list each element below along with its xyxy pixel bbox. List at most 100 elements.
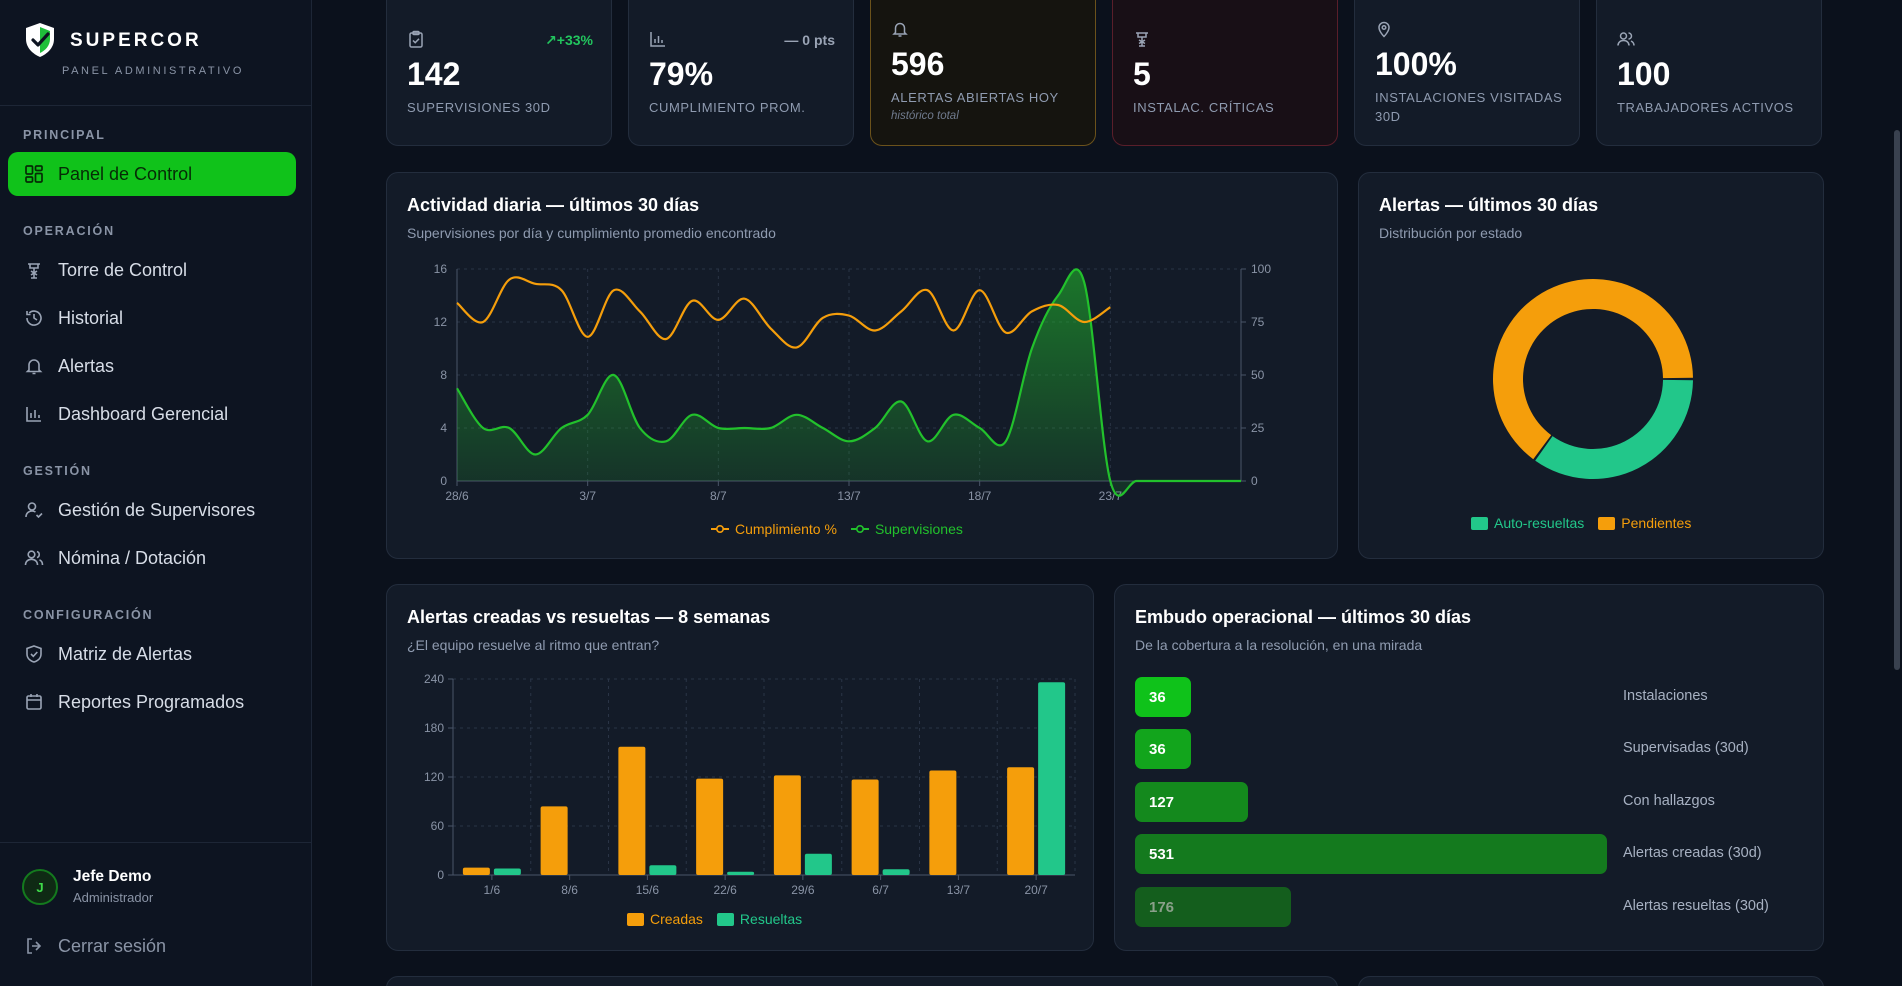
legend-swatch (716, 912, 734, 926)
next-panel-edge (386, 976, 1338, 986)
sidebar-item-alertas[interactable]: Alertas (8, 344, 296, 388)
series-line-supervisiones (456, 268, 1241, 497)
y-right-tick-label: 75 (1251, 315, 1265, 329)
legend-item-supervisiones[interactable]: Supervisiones (850, 521, 963, 537)
panel-subtitle: ¿El equipo resuelve al ritmo que entran? (407, 637, 660, 653)
x-tick-label: 6/7 (872, 883, 889, 897)
bar-creadas (929, 770, 957, 875)
y-left-tick-label: 8 (440, 368, 447, 382)
bar-creadas (773, 775, 801, 875)
kpi-label: SUPERVISIONES 30D (407, 100, 551, 115)
legend-swatch (1471, 516, 1488, 530)
bar-creadas (618, 746, 646, 875)
kpi-card-cumplimiento[interactable]: — 0 pts 79% CUMPLIMIENTO PROM. (628, 0, 854, 146)
user-check-icon (25, 502, 43, 519)
x-tick-label: 1/6 (484, 883, 501, 897)
y-left-tick-label: 4 (440, 421, 447, 435)
kpi-card-alertas-abiertas[interactable]: 596 ALERTAS ABIERTAS HOY histórico total (870, 0, 1096, 146)
y-right-tick-label: 100 (1251, 262, 1271, 276)
logout-button[interactable]: Cerrar sesión (8, 924, 296, 968)
section-principal: PRINCIPAL (23, 128, 106, 142)
y-tick-label: 60 (431, 819, 445, 833)
sidebar-item-label: Alertas (58, 355, 115, 376)
x-tick-label: 13/7 (837, 489, 861, 503)
y-right-tick-label: 50 (1251, 368, 1265, 382)
legend-label: Supervisiones (874, 521, 963, 537)
sidebar-item-panel-de-control[interactable]: Panel de Control (8, 152, 296, 196)
section-operacion: OPERACIÓN (23, 224, 115, 238)
funnel-bar-con-hallazgos[interactable]: 127 (1135, 782, 1248, 822)
legend-label: Pendientes (1621, 515, 1692, 531)
kpi-value: 5 (1133, 56, 1151, 92)
legend-item-cumplimiento[interactable]: Cumplimiento % (711, 521, 837, 537)
donut-slice-auto-resueltas (1535, 379, 1693, 479)
legend-label: Auto-resueltas (1494, 515, 1585, 531)
sidebar-item-historial[interactable]: Historial (8, 296, 296, 340)
panel-title: Actividad diaria — últimos 30 días (407, 195, 700, 215)
kpi-card-supervisiones[interactable]: ↗+33% 142 SUPERVISIONES 30D (386, 0, 612, 146)
users-icon (24, 550, 44, 566)
funnel-panel: Embudo operacional — últimos 30 días De … (1114, 584, 1824, 951)
legend-item-resueltas[interactable]: Resueltas (716, 911, 803, 927)
funnel-bar-supervisadas[interactable]: 36 (1135, 729, 1191, 769)
panel-subtitle: Supervisiones por día y cumplimiento pro… (407, 225, 776, 241)
sidebar-item-torre-de-control[interactable]: Torre de Control (8, 248, 296, 292)
history-icon (26, 310, 42, 326)
funnel-bar-alertas-creadas[interactable]: 531 (1135, 834, 1607, 874)
trend-up-icon: ↗ (545, 32, 557, 48)
donut-legend: Auto-resueltas Pendientes (1471, 515, 1691, 531)
kpi-card-instalaciones-criticas[interactable]: 5 INSTALAC. CRÍTICAS (1112, 0, 1338, 146)
legend-item-creadas[interactable]: Creadas (627, 911, 703, 927)
sidebar-item-dashboard-gerencial[interactable]: Dashboard Gerencial (8, 392, 296, 436)
legend-label: Cumplimiento % (735, 521, 837, 537)
x-tick-label: 8/7 (710, 489, 727, 503)
y-left-tick-label: 16 (434, 262, 448, 276)
sidebar-item-matriz-de-alertas[interactable]: Matriz de Alertas (8, 632, 296, 676)
x-tick-label: 22/6 (713, 883, 737, 897)
panel-subtitle: De la cobertura a la resolución, en una … (1135, 637, 1423, 653)
bar-resueltas (1038, 682, 1066, 875)
brand-name: SUPERCOR (70, 30, 202, 51)
tower-icon (28, 263, 40, 279)
funnel-label: Supervisadas (30d) (1623, 740, 1749, 756)
next-panel-edge (1358, 976, 1824, 986)
bar-creadas (696, 778, 724, 875)
calendar-icon (26, 694, 42, 710)
y-right-tick-label: 25 (1251, 421, 1265, 435)
legend-item-auto-resueltas[interactable]: Auto-resueltas (1471, 515, 1584, 531)
bar-resueltas (882, 869, 910, 875)
sidebar-item-nomina-dotacion[interactable]: Nómina / Dotación (8, 536, 296, 580)
scrollbar-thumb[interactable] (1894, 130, 1900, 670)
activity-legend: Cumplimiento % Supervisiones (711, 521, 963, 537)
shield-check-logo-icon (26, 23, 54, 57)
kpi-card-instalaciones-visitadas[interactable]: 100% INSTALACIONES VISITADAS 30D (1354, 0, 1580, 146)
y-tick-label: 120 (424, 770, 444, 784)
kpi-value: 596 (891, 46, 945, 82)
weekly-bar-chart: 0 60 120 180 240 1/6 8/6 15/6 22/6 29/6 6/7 13/7 20/… (424, 672, 1076, 897)
funnel-bar-alertas-resueltas[interactable]: 176 (1135, 887, 1292, 927)
kpi-card-trabajadores[interactable]: 100 TRABAJADORES ACTIVOS (1596, 0, 1822, 146)
user-name: Jefe Demo (73, 868, 152, 885)
funnel-bar-instalaciones[interactable]: 36 (1135, 677, 1191, 717)
panel-subtitle: Distribución por estado (1379, 225, 1523, 241)
logout-label: Cerrar sesión (58, 935, 167, 956)
sidebar-item-label: Reportes Programados (58, 691, 245, 712)
y-left-tick-label: 0 (440, 474, 447, 488)
x-tick-label: 13/7 (947, 883, 971, 897)
brand-subtitle: PANEL ADMINISTRATIVO (62, 65, 244, 77)
kpi-value: 142 (407, 56, 461, 92)
sidebar-item-gestion-de-supervisores[interactable]: Gestión de Supervisores (8, 488, 296, 532)
sidebar-item-reportes-programados[interactable]: Reportes Programados (8, 680, 296, 724)
legend-label: Resueltas (739, 911, 803, 927)
funnel-label: Instalaciones (1623, 688, 1708, 704)
avatar[interactable]: J (22, 869, 58, 905)
kpi-label: INSTALACIONES VISITADAS 30D (1375, 90, 1563, 124)
logout-icon (27, 938, 42, 954)
x-tick-label: 3/7 (579, 489, 596, 503)
funnel-label: Alertas resueltas (30d) (1623, 898, 1769, 914)
bar-chart-icon (650, 32, 665, 47)
x-tick-label: 8/6 (561, 883, 578, 897)
divider (0, 105, 312, 106)
legend-item-pendientes[interactable]: Pendientes (1598, 515, 1691, 531)
kpi-label: CUMPLIMIENTO PROM. (649, 100, 806, 115)
